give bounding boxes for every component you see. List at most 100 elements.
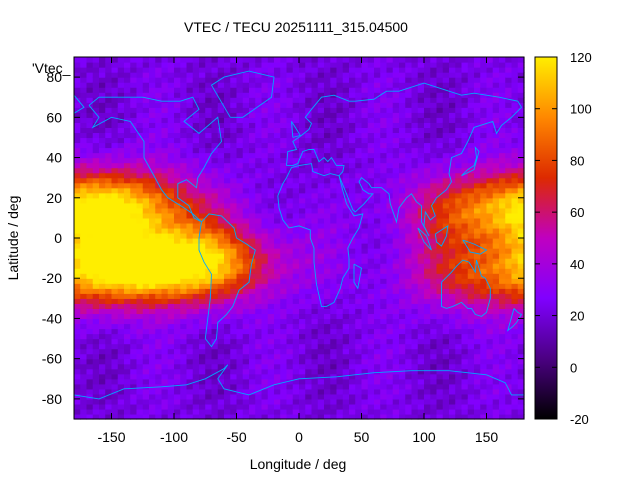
heatmap-cell [80,172,88,179]
heatmap-cell [349,122,356,128]
heatmap-cell [74,177,81,184]
heatmap-cell [111,117,119,123]
heatmap-cell [255,263,263,269]
heatmap-cell [161,177,169,184]
heatmap-cell [467,398,475,405]
heatmap-cell [217,187,225,194]
heatmap-cell [455,192,463,199]
heatmap-cell [230,92,238,98]
heatmap-cell [361,62,369,68]
heatmap-cell [392,152,400,159]
heatmap-cell [261,122,269,128]
heatmap-cell [205,182,213,189]
heatmap-cell [149,147,156,154]
heatmap-cell [399,248,406,254]
heatmap-cell [486,97,494,103]
heatmap-cell [292,263,300,269]
heatmap-cell [242,172,250,179]
heatmap-cell [374,343,381,350]
heatmap-cell [424,87,431,93]
heatmap-cell [299,313,306,320]
heatmap-cell [130,318,138,325]
heatmap-cell [461,67,469,73]
heatmap-cell [267,72,275,78]
heatmap-cell [92,142,100,149]
heatmap-cell [430,408,438,415]
heatmap-cell [186,142,194,149]
heatmap-cell [367,268,375,274]
heatmap-cell [161,413,169,420]
heatmap-cell [486,358,494,365]
heatmap-cell [286,192,294,199]
heatmap-cell [324,323,331,330]
heatmap-cell [124,258,131,264]
heatmap-cell [80,177,88,184]
heatmap-cell [499,127,506,134]
heatmap-cell [424,353,431,360]
heatmap-cell [149,288,156,294]
heatmap-cell [192,248,200,254]
heatmap-cell [224,343,231,350]
heatmap-cell [136,343,144,350]
heatmap-cell [249,232,256,239]
heatmap-cell [167,323,175,330]
heatmap-cell [280,202,288,209]
heatmap-cell [449,358,456,365]
heatmap-cell [167,263,175,269]
heatmap-cell [336,243,344,249]
heatmap-cell [330,97,338,103]
heatmap-cell [355,338,363,345]
heatmap-cell [467,298,475,304]
heatmap-cell [236,157,244,164]
heatmap-cell [280,132,288,139]
heatmap-cell [430,82,438,88]
heatmap-cell [124,308,131,315]
heatmap-cell [424,167,431,174]
heatmap-cell [492,288,500,294]
heatmap-cell [117,373,125,380]
heatmap-cell [80,67,88,73]
heatmap-cell [480,388,488,395]
heatmap-cell [424,273,431,279]
heatmap-cell [486,383,494,390]
heatmap-cell [236,403,244,410]
heatmap-cell [192,298,200,304]
heatmap-cell [180,67,188,73]
heatmap-cell [417,222,425,229]
heatmap-cell [324,398,331,405]
heatmap-cell [374,293,381,299]
heatmap-cell [117,368,125,375]
heatmap-cell [380,87,388,93]
heatmap-cell [105,97,113,103]
heatmap-cell [130,227,138,234]
heatmap-cell [442,238,450,244]
heatmap-cell [224,393,231,400]
heatmap-cell [105,323,113,330]
heatmap-cell [180,278,188,284]
heatmap-cell [386,227,394,234]
heatmap-cell [305,67,313,73]
heatmap-cell [99,157,106,164]
heatmap-cell [274,323,281,330]
heatmap-cell [486,268,494,274]
heatmap-cell [136,147,144,154]
heatmap-cell [492,132,500,139]
heatmap-cell [399,222,406,229]
heatmap-cell [499,293,506,299]
heatmap-cell [499,413,506,420]
heatmap-cell [380,202,388,209]
heatmap-cell [280,177,288,184]
heatmap-cell [361,403,369,410]
heatmap-cell [192,388,200,395]
heatmap-cell [99,77,106,83]
heatmap-cell [330,67,338,73]
heatmap-cell [124,227,131,234]
heatmap-cell [330,232,338,239]
heatmap-cell [317,217,325,224]
heatmap-cell [467,167,475,174]
heatmap-cell [367,338,375,345]
heatmap-cell [355,273,363,279]
heatmap-cell [230,238,238,244]
heatmap-cell [280,167,288,174]
heatmap-cell [361,72,369,78]
